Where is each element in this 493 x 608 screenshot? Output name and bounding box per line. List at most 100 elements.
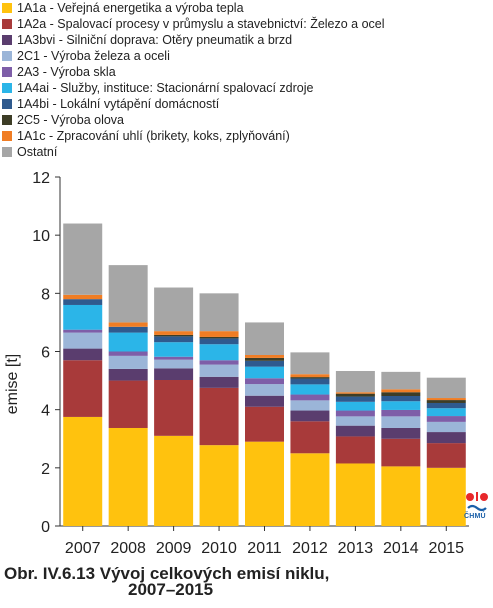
bar-segment [63,294,103,300]
bar-segment [245,395,284,407]
bar-segment [381,427,421,439]
legend-swatch [2,67,12,77]
legend-label: 1A2a - Spalovací procesy v průmyslu a st… [17,17,385,31]
bar-segment [381,438,421,467]
bar-segment [290,421,330,454]
bar-segment [108,332,148,352]
legend-item: 1A2a - Spalovací procesy v průmyslu a st… [2,16,488,32]
x-tick-label: 2011 [247,540,282,557]
bar-segment [381,416,421,428]
x-tick-label: 2009 [156,540,192,557]
legend-item: 2C1 - Výroba železa a oceli [2,48,488,64]
bar-segment [335,416,375,426]
bar-segment [290,453,330,526]
bar-segment [154,342,194,357]
bar-segment [426,400,466,403]
legend-item: 1A1c - Zpracování uhlí (brikety, koks, z… [2,128,488,144]
bar-segment [381,371,421,390]
bar-segment [245,354,284,358]
bar-segment [335,425,375,437]
bar-segment [154,334,194,337]
bar-segment [426,432,466,444]
bar-segment [63,329,103,333]
caption-line-2: 2007–2015 [128,580,214,599]
bar-segment [381,401,421,410]
bar-segment [245,378,284,385]
y-tick-label: 8 [41,286,50,303]
y-tick-label: 12 [32,170,50,187]
bar-segment [108,368,148,381]
bar-segment [426,398,466,401]
caption-line-1: Obr. IV.6.13 Vývoj celkových emisí niklu… [4,564,330,583]
bar-segment [426,467,466,526]
legend-swatch [2,35,12,45]
bar-segment [108,355,148,369]
bar-segment [335,463,375,526]
y-tick-label: 2 [41,461,50,478]
y-tick-label: 10 [32,228,50,245]
bar-segment [245,441,284,526]
bar-segment [335,392,375,394]
y-tick-label: 6 [41,345,50,362]
bar-segment [199,445,239,526]
bar-segment [154,435,194,526]
bar-segment [335,370,375,393]
bar-segment [426,402,466,409]
x-tick-label: 2013 [338,540,374,557]
chart-plot: 0 2 4 6 8 10 12 2007 2008 2009 2010 2011 2012 2013 201… [4,170,469,557]
legend-label: 1A1a - Veřejná energetika a výroba tepla [17,1,244,15]
bar-segment [381,392,421,396]
bar-segment [199,344,239,361]
x-tick-label: 2015 [428,540,464,557]
bar-segment [199,338,239,345]
bar-segment [335,410,375,417]
bar-segment [108,322,148,327]
legend-item: 2C5 - Výroba olova [2,112,488,128]
legend-label: 1A3bvi - Silniční doprava: Otěry pneumat… [17,33,293,47]
legend-swatch [2,115,12,125]
bar-segment [335,396,375,402]
legend-label: 2C5 - Výroba olova [17,113,125,127]
bar-segment [199,293,239,332]
bar-segment [245,366,284,379]
legend-label: Ostatní [17,145,58,159]
bar-segment [290,374,330,378]
bar-segment [108,326,148,333]
y-tick-label: 0 [41,519,50,536]
bar-segment [154,336,194,343]
bar-segment [245,357,284,361]
bar-segment [290,410,330,422]
bar-segment [63,416,103,526]
bar-segment [290,378,330,385]
legend-swatch [2,51,12,61]
bar-segment [335,436,375,464]
bar-segment [335,393,375,397]
bar-segment [63,223,103,295]
figure-caption: Obr. IV.6.13 Vývoj celkových emisí niklu… [4,564,330,599]
bar-segment [199,364,239,377]
chart-legend: 1A1a - Veřejná energetika a výroba tepla… [2,0,488,160]
legend-label: 1A4ai - Služby, instituce: Stacionární s… [17,81,314,95]
bar-segment [426,443,466,468]
y-tick-label: 4 [41,403,50,420]
bar-segment [290,352,330,375]
legend-item: Ostatní [2,144,488,160]
bar-segment [381,466,421,526]
legend-label: 2A3 - Výroba skla [17,65,116,79]
chmu-logo-icon [466,492,488,512]
y-axis-title: emise [t] [4,354,21,414]
legend-item: 1A3bvi - Silniční doprava: Otěry pneumat… [2,32,488,48]
x-tick-label: 2008 [110,540,146,557]
x-tick-label: 2007 [65,540,101,557]
bar-segment [154,359,194,369]
bar-segment [245,360,284,367]
bar-segment [154,356,194,360]
legend-label: 2C1 - Výroba železa a oceli [17,49,170,63]
legend-swatch [2,99,12,109]
bar-segment [154,287,194,332]
bar-segment [63,304,103,330]
x-tick-label: 2010 [201,540,237,557]
logo-label: ČHMÚ [464,513,486,520]
bar-segment [290,384,330,395]
bar-segment [245,384,284,396]
